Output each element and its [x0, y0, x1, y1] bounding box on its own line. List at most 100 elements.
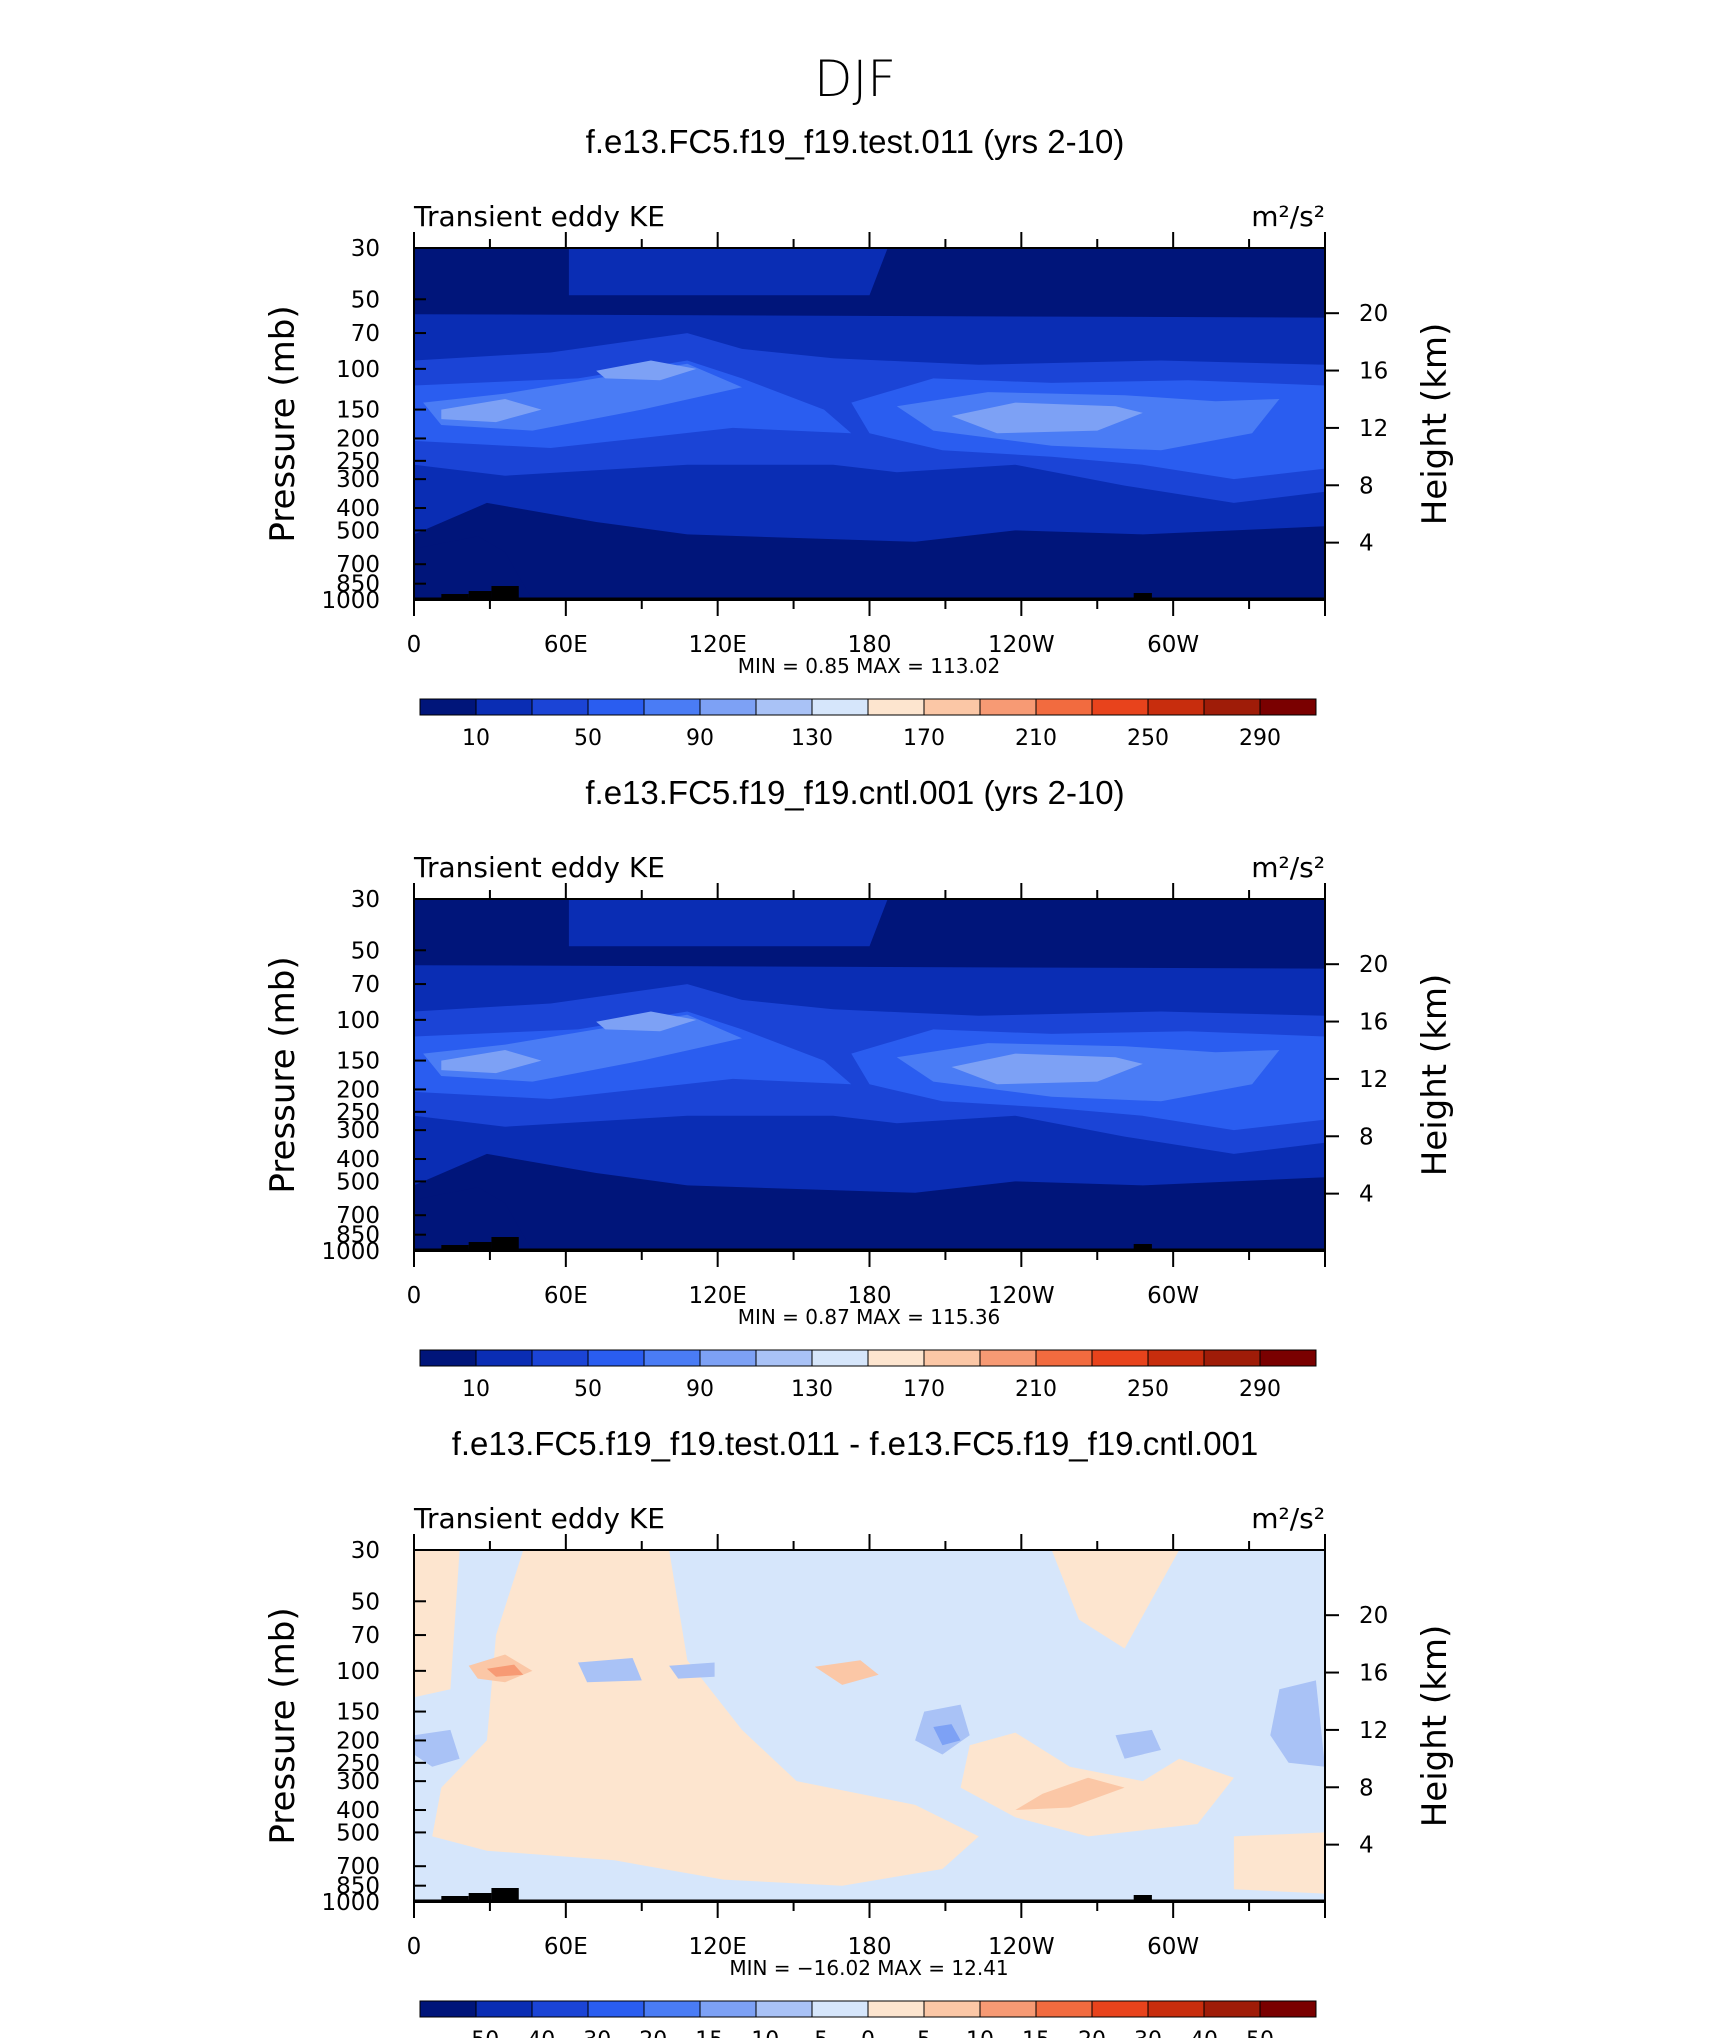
topography [491, 586, 519, 600]
lon-tick-label: 60E [544, 632, 588, 658]
panel-2: f.e13.FC5.f19_f19.cntl.001 (yrs 2-10) Tra… [263, 774, 1455, 1402]
colorbar-swatch [1091, 2000, 1149, 2018]
lon-tick-label: 60E [544, 1934, 588, 1960]
colorbar-swatch [699, 698, 757, 716]
colorbar-label: 290 [1239, 1377, 1281, 1402]
mean-region [414, 1187, 533, 1251]
height-tick-label: 16 [1359, 1661, 1388, 1687]
diff-region [1015, 1777, 1125, 1810]
height-tick-label: 4 [1359, 1833, 1374, 1859]
height-tick-label: 8 [1359, 1124, 1374, 1150]
pressure-tick-label: 100 [336, 1659, 380, 1685]
colorbar-swatch [923, 1349, 981, 1367]
y-axis-label: Pressure (mb) [263, 305, 303, 542]
height-tick-label: 20 [1359, 301, 1388, 327]
diff-region [669, 1662, 715, 1679]
mean-region [414, 536, 533, 600]
mean-region [414, 502, 1325, 600]
diff-region [432, 1550, 979, 1886]
lon-tick-label: 180 [848, 1283, 892, 1309]
colorbar: 10 50 90 130 170 210 250 290 [419, 698, 1317, 751]
colorbar-swatch [587, 698, 645, 716]
pressure-tick-label: 250 [336, 1100, 380, 1126]
pressure-tick-label: 200 [336, 1077, 380, 1103]
colorbar-label: 10 [966, 2028, 994, 2038]
panel-title: f.e13.FC5.f19_f19.cntl.001 (yrs 2-10) [585, 774, 1124, 811]
colorbar-swatch [867, 2000, 925, 2018]
lon-tick-label: 60W [1147, 1934, 1199, 1960]
colorbar-swatch [531, 2000, 589, 2018]
colorbar-label: 170 [903, 1377, 945, 1402]
pressure-tick-label: 150 [336, 1700, 380, 1726]
colorbar-label: 20 [1078, 2028, 1106, 2038]
pressure-tick-label: 30 [351, 887, 380, 913]
pressure-tick-label: 500 [336, 518, 380, 544]
diff-region [933, 1724, 961, 1746]
colorbar-swatch [419, 698, 477, 716]
mean-region [596, 360, 697, 381]
pressure-tick-label: 850 [336, 572, 380, 598]
colorbar-swatch [475, 2000, 533, 2018]
topography [441, 1245, 469, 1251]
colorbar-swatch [475, 1349, 533, 1367]
colorbar-swatch [923, 2000, 981, 2018]
mean-region [951, 1053, 1143, 1085]
colorbar-label: 210 [1015, 726, 1057, 751]
y2-axis-label: Height (km) [1415, 974, 1455, 1177]
topography [441, 1896, 469, 1902]
min-max-text: MIN = 0.87 MAX = 115.36 [738, 1305, 1001, 1329]
pressure-tick-label: 250 [336, 1751, 380, 1777]
topography [1133, 1244, 1152, 1251]
pressure-tick-label: 700 [336, 1854, 380, 1880]
mean-region [596, 1011, 697, 1032]
lon-tick-label: 120W [988, 632, 1055, 658]
colorbar-swatch [979, 2000, 1037, 2018]
colorbar-swatch [1259, 1349, 1317, 1367]
mean-region [951, 402, 1143, 434]
colorbar-swatch [1203, 1349, 1261, 1367]
lon-tick-label: 120E [688, 1283, 746, 1309]
units-label: m²/s² [1251, 200, 1325, 233]
pressure-tick-label: 50 [351, 287, 380, 313]
colorbar-swatch [755, 2000, 813, 2018]
pressure-tick-label: 70 [351, 1623, 380, 1649]
colorbar-swatch [419, 2000, 477, 2018]
colorbar-label: −50 [453, 2028, 499, 2038]
colorbar-swatch [1259, 2000, 1317, 2018]
lon-tick-label: 60W [1147, 1283, 1199, 1309]
colorbar-swatch [1091, 1349, 1149, 1367]
pressure-tick-label: 200 [336, 1728, 380, 1754]
pressure-tick-label: 50 [351, 938, 380, 964]
colorbar-swatch [811, 698, 869, 716]
colorbar-label: 210 [1015, 1377, 1057, 1402]
pressure-tick-label: 200 [336, 426, 380, 452]
colorbar-swatch [755, 1349, 813, 1367]
topography [468, 1893, 492, 1902]
colorbar-swatch [1091, 698, 1149, 716]
pressure-tick-label: 700 [336, 552, 380, 578]
pressure-tick-label: 150 [336, 1049, 380, 1075]
colorbar-swatch [643, 698, 701, 716]
panel-3: f.e13.FC5.f19_f19.test.011 - f.e13.FC5.f… [263, 1425, 1455, 2038]
suptitle: DJF [814, 50, 896, 108]
colorbar-label: 5 [917, 2028, 931, 2038]
colorbar-label: 250 [1127, 1377, 1169, 1402]
colorbar: 10 50 90 130 170 210 250 290 [419, 1349, 1317, 1402]
height-tick-label: 12 [1359, 416, 1388, 442]
pressure-tick-label: 250 [336, 449, 380, 475]
colorbar-swatch [867, 1349, 925, 1367]
panels: f.e13.FC5.f19_f19.test.011 (yrs 2-10) Tra… [263, 123, 1455, 2038]
mean-region [414, 248, 1325, 318]
pressure-tick-label: 700 [336, 1203, 380, 1229]
left-string: Transient eddy KE [413, 851, 665, 884]
topography [1133, 1895, 1152, 1902]
colorbar-label: −5 [796, 2028, 828, 2038]
units-label: m²/s² [1251, 851, 1325, 884]
colorbar-label: 170 [903, 726, 945, 751]
colorbar-swatch [1203, 2000, 1261, 2018]
pressure-tick-label: 400 [336, 496, 380, 522]
colorbar-swatch [643, 1349, 701, 1367]
panel-1: f.e13.FC5.f19_f19.test.011 (yrs 2-10) Tra… [263, 123, 1455, 751]
mean-region [414, 899, 1325, 969]
colorbar-label: −20 [621, 2028, 667, 2038]
